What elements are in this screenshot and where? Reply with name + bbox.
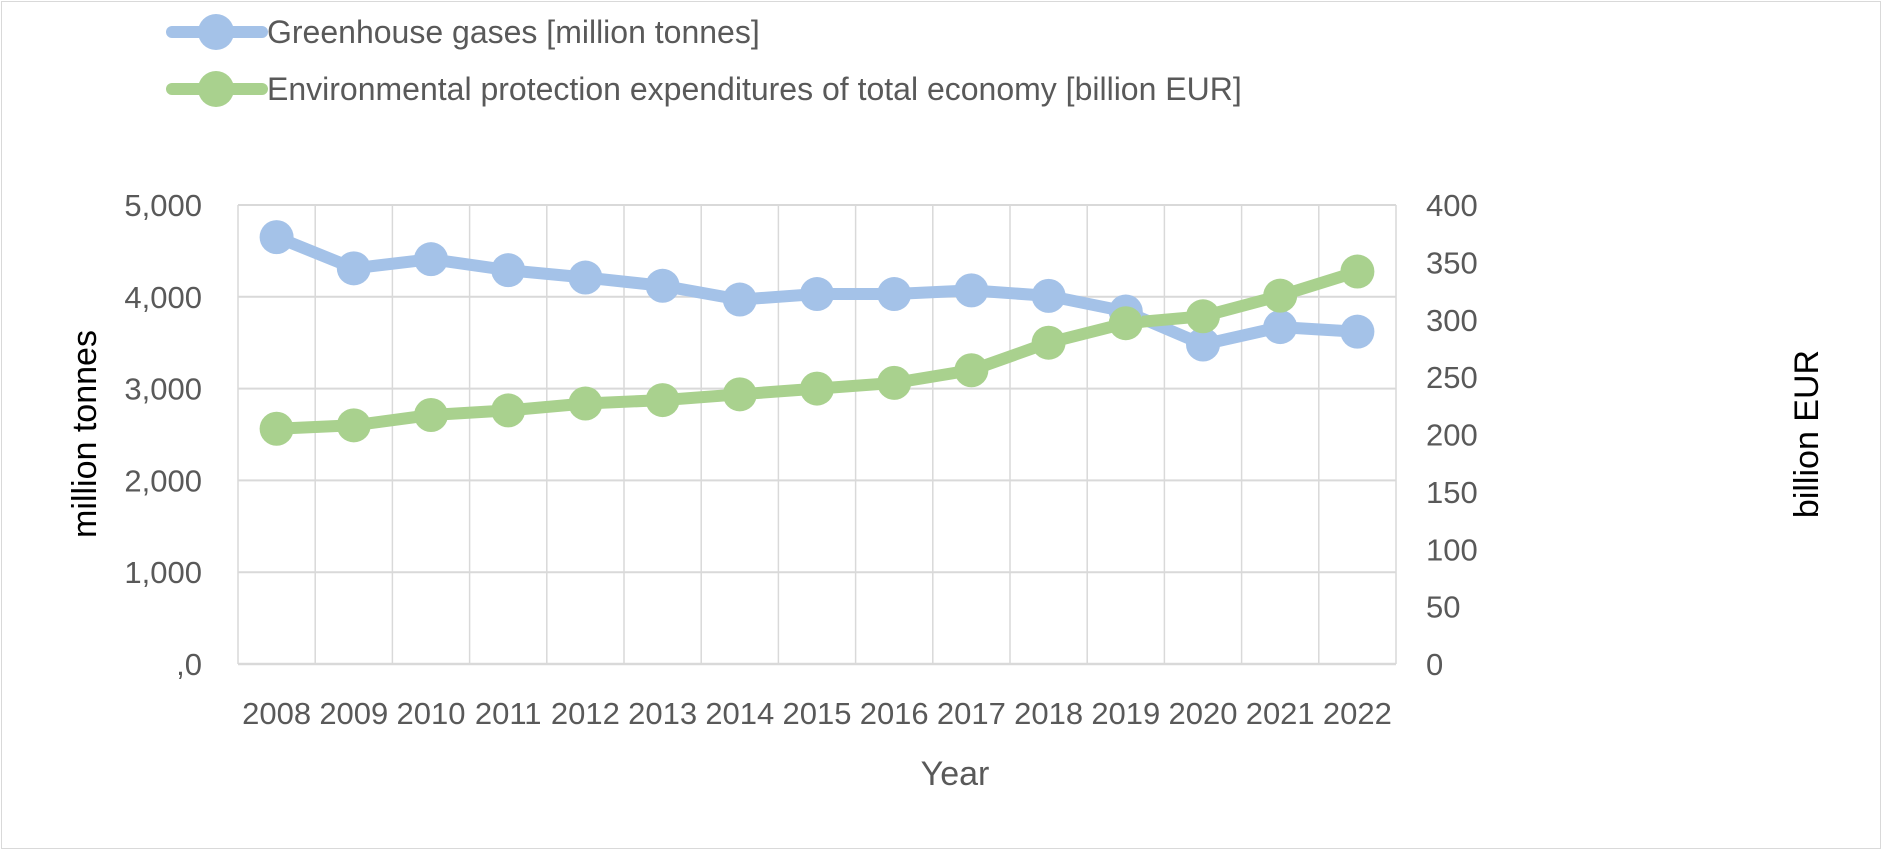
data-point-epe — [1340, 254, 1375, 289]
y-left-tick-label: 2,000 — [124, 463, 202, 498]
x-tick-label: 2017 — [937, 696, 1006, 731]
y-right-tick-label: 300 — [1426, 303, 1478, 338]
x-tick-label: 2022 — [1323, 696, 1392, 731]
y-left-tick-label: ,0 — [176, 647, 202, 682]
data-point-epe — [259, 411, 294, 446]
y-right-tick-label: 400 — [1426, 188, 1478, 223]
data-point-epe — [568, 386, 603, 421]
data-point-epe — [1108, 306, 1143, 341]
y-right-tick-label: 0 — [1426, 647, 1443, 682]
y-axis-right-title: billion EUR — [1788, 350, 1826, 518]
legend-label-epe: Environmental protection expenditures of… — [267, 71, 1242, 107]
data-point-ghg — [877, 277, 912, 312]
y-right-tick-label: 200 — [1426, 418, 1478, 453]
x-tick-label: 2012 — [551, 696, 620, 731]
data-point-ghg — [1186, 327, 1220, 362]
legend-label-ghg: Greenhouse gases [million tonnes] — [267, 14, 760, 50]
grid-lines — [237, 204, 1397, 666]
series-points — [259, 220, 1375, 446]
x-tick-label: 2014 — [705, 696, 774, 731]
y-right-tick-label: 350 — [1426, 245, 1478, 280]
data-point-ghg — [491, 253, 526, 288]
data-point-ghg — [1340, 314, 1375, 349]
y-left-tick-label: 4,000 — [124, 280, 202, 315]
x-axis-ticks: 2008 2009 2010 2011 2012 2013 2014 2015 2016 2017… — [242, 696, 1392, 731]
data-point-ghg — [568, 260, 603, 295]
data-point-ghg — [800, 277, 834, 312]
data-point-ghg — [954, 273, 989, 308]
y-left-tick-label: 5,000 — [124, 188, 202, 223]
legend-marker-ghg — [198, 14, 234, 50]
data-point-epe — [491, 393, 526, 428]
data-point-ghg — [259, 220, 294, 255]
y-left-tick-label: 1,000 — [124, 555, 202, 590]
data-point-epe — [414, 397, 448, 432]
data-point-epe — [800, 371, 834, 406]
legend-marker-epe — [198, 71, 234, 107]
y-left-tick-label: 3,000 — [124, 372, 202, 407]
y-right-tick-label: 250 — [1426, 360, 1478, 395]
y-axis-left-title: million tonnes — [66, 330, 104, 538]
x-tick-label: 2016 — [860, 696, 929, 731]
y-right-tick-label: 50 — [1426, 590, 1460, 625]
x-tick-label: 2009 — [319, 696, 388, 731]
data-point-epe — [336, 408, 371, 443]
data-point-epe — [1031, 325, 1066, 360]
x-tick-label: 2020 — [1169, 696, 1238, 731]
data-point-epe — [1186, 299, 1220, 334]
y-axis-right-ticks: 400 350 300 250 200 150 100 50 0 — [1426, 188, 1478, 682]
data-point-epe — [722, 377, 757, 412]
legend: Greenhouse gases [million tonnes] Enviro… — [166, 14, 1242, 107]
data-point-ghg — [722, 282, 757, 317]
y-axis-left-ticks: 5,000 4,000 3,000 2,000 1,000 ,0 — [124, 188, 202, 682]
legend-item-ghg: Greenhouse gases [million tonnes] — [166, 14, 760, 50]
data-point-epe — [1263, 278, 1298, 313]
y-right-tick-label: 150 — [1426, 475, 1478, 510]
legend-item-epe: Environmental protection expenditures of… — [166, 71, 1242, 107]
data-point-ghg — [414, 242, 448, 277]
data-point-ghg — [645, 268, 680, 303]
x-tick-label: 2018 — [1014, 696, 1083, 731]
data-point-ghg — [336, 251, 371, 286]
x-tick-label: 2008 — [242, 696, 311, 731]
data-point-epe — [645, 383, 680, 418]
y-right-tick-label: 100 — [1426, 532, 1478, 567]
data-point-epe — [954, 353, 989, 388]
x-tick-label: 2021 — [1246, 696, 1315, 731]
x-tick-label: 2011 — [475, 696, 542, 731]
data-point-ghg — [1031, 278, 1066, 313]
x-tick-label: 2013 — [628, 696, 697, 731]
x-axis-title: Year — [921, 755, 990, 793]
x-tick-label: 2010 — [397, 696, 466, 731]
x-tick-label: 2015 — [783, 696, 852, 731]
data-point-ghg — [1263, 310, 1298, 345]
x-tick-label: 2019 — [1091, 696, 1160, 731]
data-point-epe — [877, 365, 912, 400]
